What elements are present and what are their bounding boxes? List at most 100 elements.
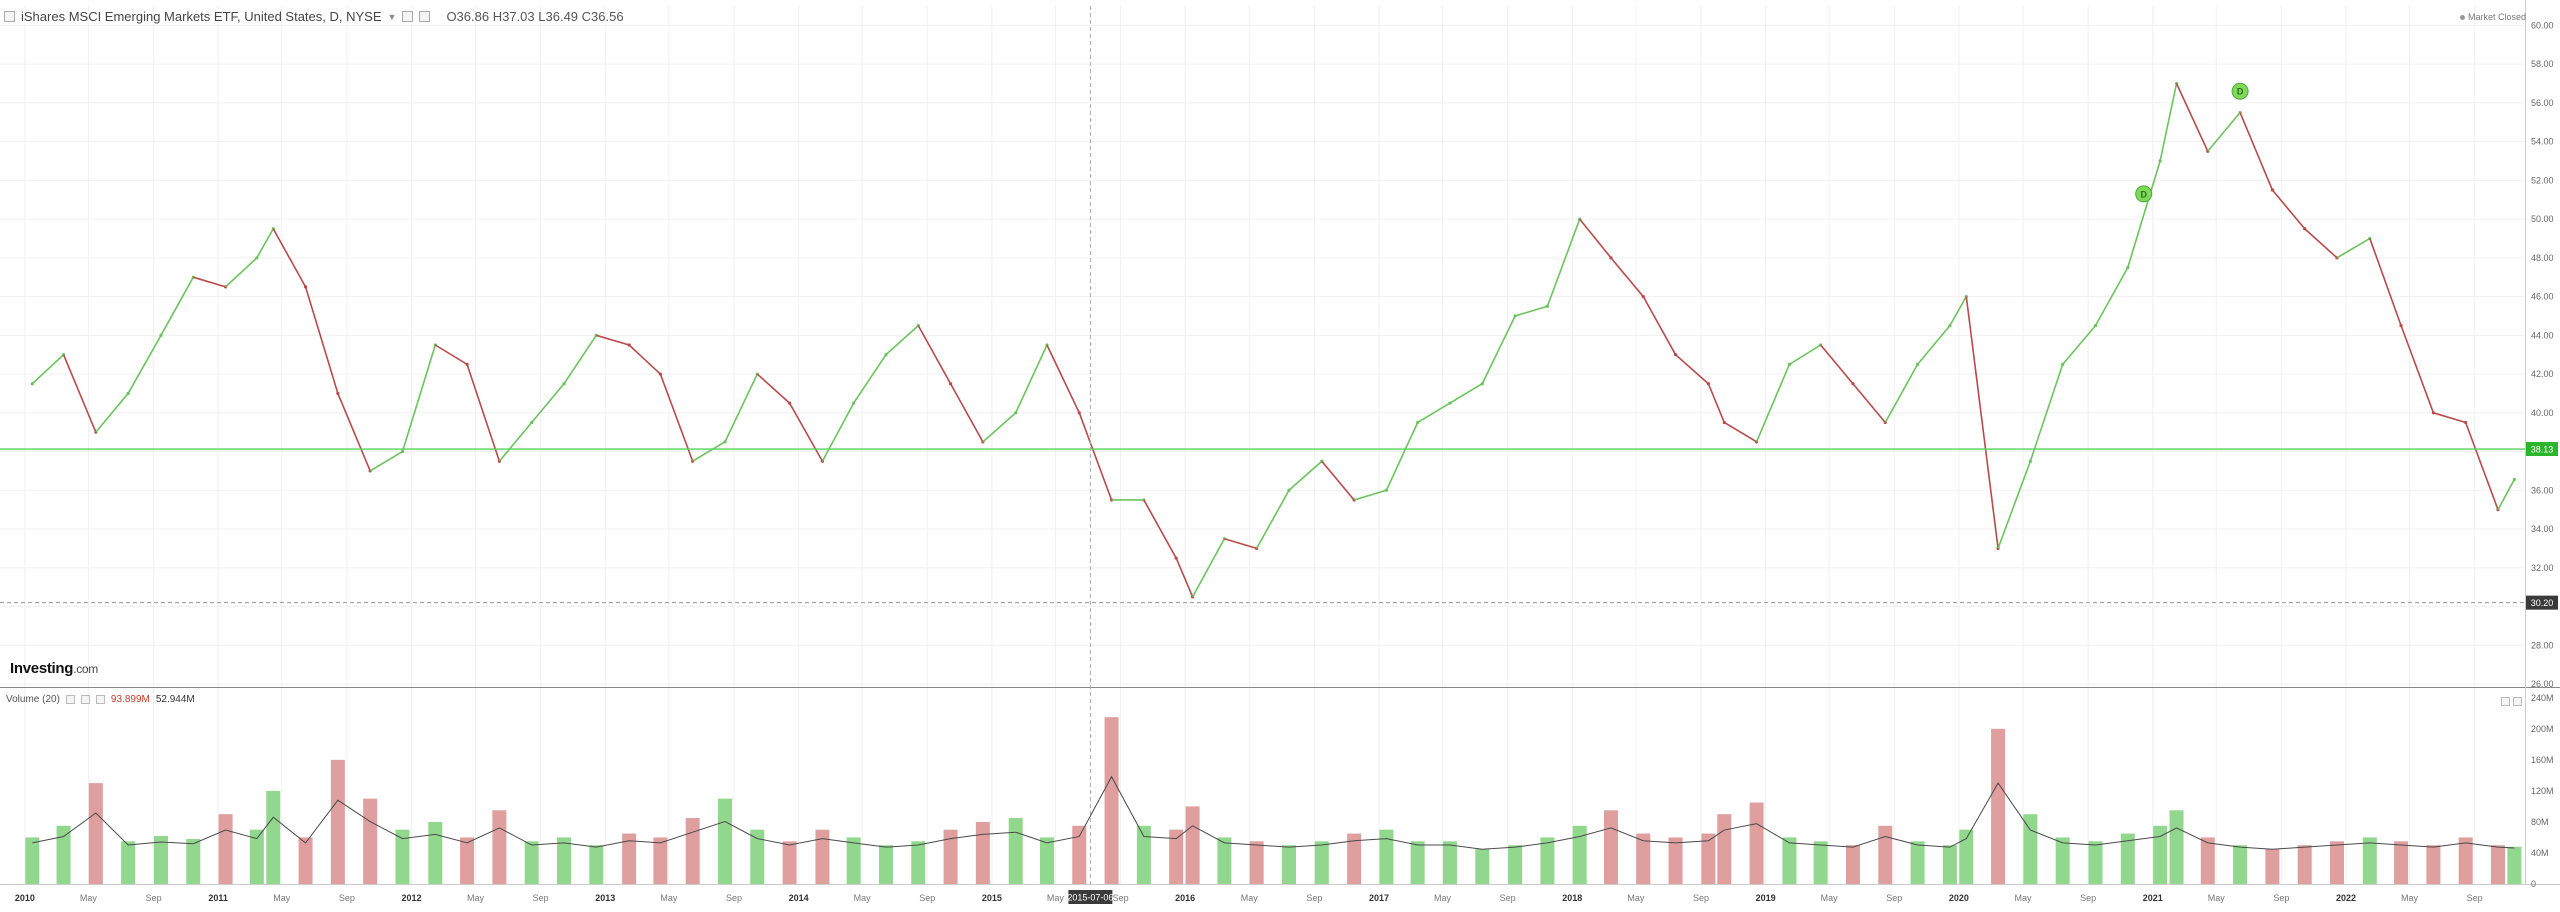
volume-bar [1347,833,1362,884]
volume-bar [1540,837,1555,884]
price-segment [1852,383,1886,423]
time-tick-label: 2013 [595,893,615,903]
price-segment [949,383,984,443]
volume-bar [1008,818,1023,884]
price-segment [401,344,437,452]
eye-icon[interactable] [65,695,75,704]
volume-bar [1185,806,1200,884]
time-tick-label: 2015 [982,893,1002,903]
price-segment [2369,238,2402,326]
dividend-marker[interactable] [2231,82,2249,100]
dividend-marker[interactable] [2135,185,2153,203]
open-value: O36.86 [446,9,490,24]
volume-bar [975,821,990,884]
volume-bar [1991,728,2006,884]
low-value: L36.49 [538,9,579,24]
volume-bar [2055,837,2070,884]
price-segment [1675,354,1709,385]
price-segment [369,450,403,472]
price-segment [1224,537,1257,550]
ohlc-values: O36.86 H37.03 L36.49 C36.56 [446,9,623,24]
price-segment [821,402,855,462]
price-segment [1916,325,1951,365]
volume-ma-value: 52.944M [155,694,195,705]
price-tag-green [2526,442,2558,457]
volume-bar [25,837,40,884]
price-segment [628,344,661,375]
price-segment [160,276,194,336]
price-segment [2127,160,2161,268]
settings-icon[interactable] [80,695,90,704]
price-segment [466,364,501,462]
price-segment [1546,218,1581,307]
price-segment [885,325,919,356]
price-segment [1579,218,1612,259]
time-tick-label: 2010 [15,893,35,903]
time-tick-label: May [1821,893,1839,903]
collapse-icon[interactable] [4,11,15,22]
time-tick-label: Sep [1306,893,1322,903]
volume-bar [1217,837,1232,884]
volume-bar [298,837,313,884]
time-tick-label: Sep [533,893,549,903]
volume-tick-label: 160M [2531,755,2554,765]
price-segment [225,257,258,288]
volume-label: Volume (20) [6,694,60,705]
volume-bar [943,829,958,884]
brand-logo: Investing.com [10,660,98,677]
price-tick-label: 48.00 [2531,253,2554,263]
volume-bar [1942,845,1957,884]
volume-bar [1169,829,1184,884]
price-segment [1610,257,1644,298]
time-tick-label: May [80,893,98,903]
price-segment [62,354,97,433]
close-value: C36.56 [581,9,624,24]
volume-bar [1845,845,1860,884]
price-point [2512,477,2517,482]
volume-bar [56,825,71,884]
volume-bar [1379,829,1394,884]
time-tick-label: 2018 [1562,893,1582,903]
price-segment [1175,557,1194,598]
pane-up-icon[interactable] [2501,697,2510,706]
price-segment [127,334,162,394]
volume-bar [589,845,604,884]
time-tick-label: Sep [919,893,935,903]
volume-bar [395,829,410,884]
close-icon[interactable] [95,695,105,704]
volume-bar [2394,841,2409,884]
volume-bar [218,814,233,884]
logo-suffix: .com [73,662,98,676]
settings-icon[interactable] [419,11,431,22]
time-tick-label: May [1047,893,1065,903]
eye-icon[interactable] [402,11,414,22]
price-segment [256,228,274,259]
volume-bar [460,837,475,884]
pane-maximize-icon[interactable] [2513,697,2522,706]
chevron-down-icon[interactable]: ▼ [387,11,397,22]
volume-bar [2023,814,2038,884]
time-tick-label: Sep [1886,893,1902,903]
time-tick-label: 2020 [1949,893,1969,903]
price-segment [1321,460,1355,501]
time-tick-label: May [1627,893,1645,903]
gridlines [0,6,2525,884]
volume-tick-label: 240M [2531,693,2554,703]
price-segment [337,393,371,472]
time-tick-label: Sep [146,893,162,903]
time-tick-label: May [467,893,485,903]
volume-bar [717,798,732,884]
time-tick-label: Sep [726,893,742,903]
price-tick-label: 34.00 [2531,524,2554,534]
price-segment [853,354,887,404]
price-tick-label: 36.00 [2531,485,2554,495]
price-tick-label: 40.00 [2531,408,2554,418]
volume-bar [249,829,264,884]
volume-bar [1878,825,1893,884]
volume-tick-label: 80M [2531,817,2549,827]
volume-bar [1039,837,1054,884]
price-segment [1078,412,1113,501]
volume-bar [1281,845,1296,884]
price-segment [1481,315,1516,385]
